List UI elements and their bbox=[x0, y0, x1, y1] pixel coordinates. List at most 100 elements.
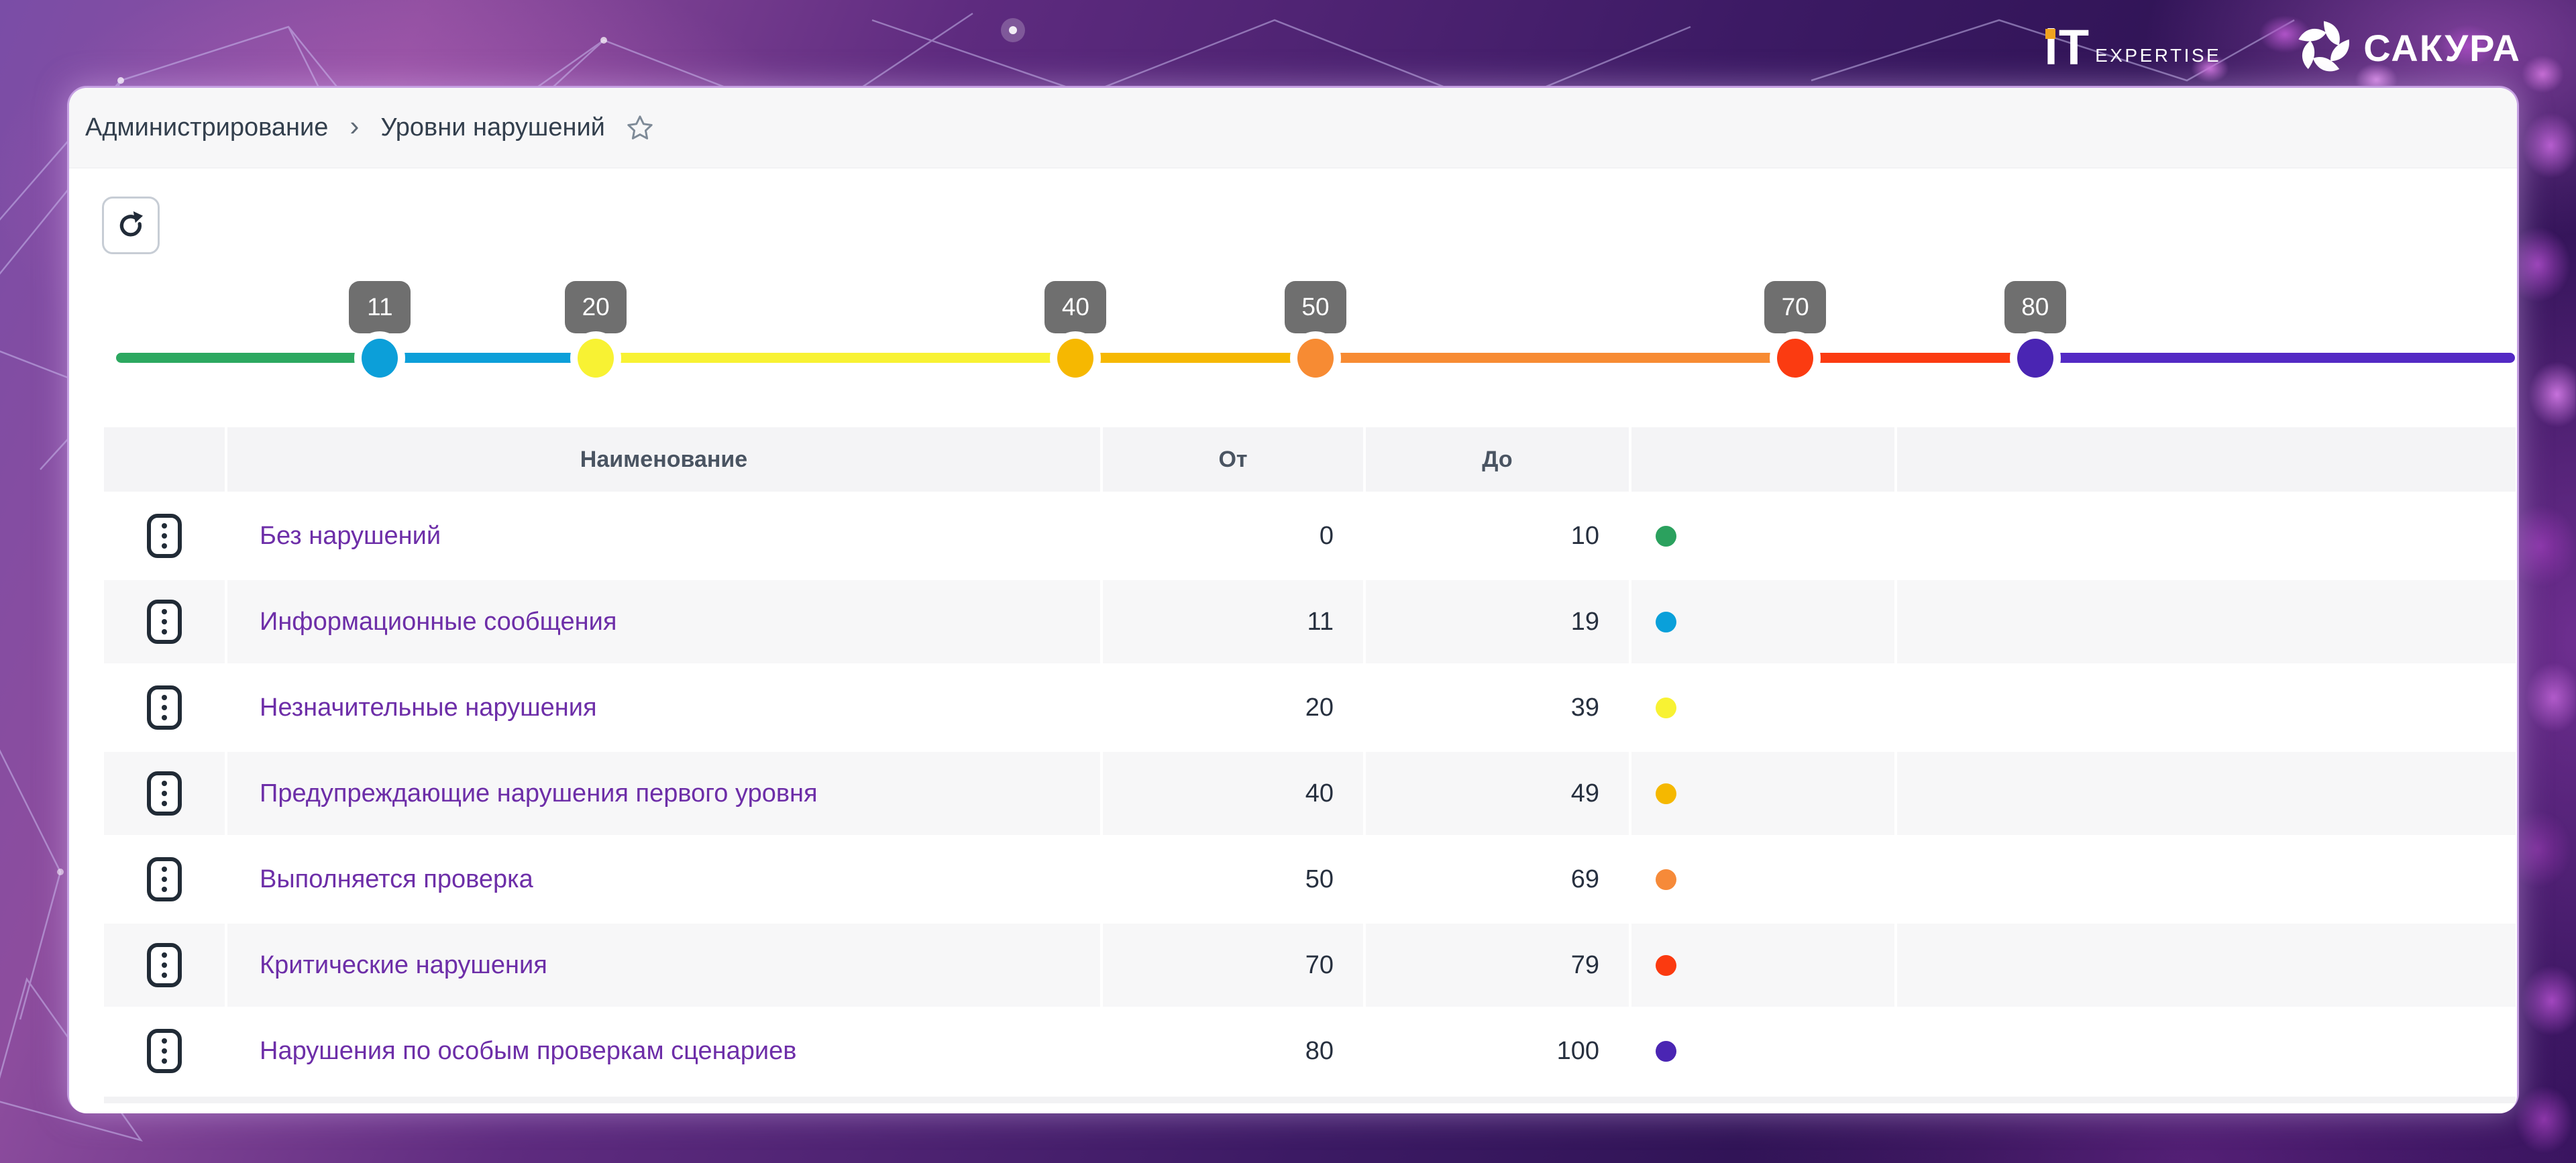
row-to-cell: 39 bbox=[1366, 666, 1629, 749]
brand-area: iT EXPERTISE САКУРА bbox=[2044, 19, 2521, 76]
row-color-cell bbox=[1631, 838, 1894, 921]
column-header-to: До bbox=[1366, 427, 1629, 492]
card-body: 11 20 40 bbox=[69, 168, 2517, 1113]
slider-segment bbox=[1075, 353, 1316, 363]
level-color-dot bbox=[1656, 1040, 1676, 1062]
level-color-dot bbox=[1656, 783, 1676, 804]
content-card: Администрирование › Уровни нарушений bbox=[67, 86, 2519, 1113]
slider-handle[interactable] bbox=[578, 339, 614, 378]
violation-levels-slider: 11 20 40 bbox=[116, 276, 2515, 403]
kebab-menu-button[interactable] bbox=[147, 771, 182, 816]
row-spacer-cell bbox=[1897, 666, 2516, 749]
column-header-from: От bbox=[1103, 427, 1363, 492]
row-spacer-cell bbox=[1897, 924, 2516, 1007]
row-to-cell: 79 bbox=[1366, 924, 1629, 1007]
row-color-cell bbox=[1631, 1009, 1894, 1093]
level-color-dot bbox=[1656, 611, 1676, 632]
slider-value-tooltip: 70 bbox=[1764, 281, 1827, 333]
row-to-cell: 100 bbox=[1366, 1009, 1629, 1093]
row-name-cell: Предупреждающие нарушения первого уровня bbox=[227, 752, 1100, 835]
row-spacer-cell bbox=[1897, 1009, 2516, 1093]
row-spacer-cell bbox=[1897, 838, 2516, 921]
row-from-cell: 40 bbox=[1103, 752, 1363, 835]
row-name-cell: Без нарушений bbox=[227, 494, 1100, 577]
row-name-cell: Незначительные нарушения bbox=[227, 666, 1100, 749]
column-header-spacer bbox=[1897, 427, 2516, 492]
slider-handle[interactable] bbox=[1057, 339, 1094, 378]
row-actions-cell bbox=[104, 1009, 225, 1093]
violation-level-link[interactable]: Выполняется проверка bbox=[260, 865, 533, 893]
slider-track[interactable] bbox=[116, 353, 2515, 363]
row-from-cell: 20 bbox=[1103, 666, 1363, 749]
row-spacer-cell bbox=[1897, 752, 2516, 835]
row-name-cell: Выполняется проверка bbox=[227, 838, 1100, 921]
kebab-menu-button[interactable] bbox=[147, 685, 182, 730]
row-color-cell bbox=[1631, 494, 1894, 577]
row-to-cell: 69 bbox=[1366, 838, 1629, 921]
kebab-menu-button[interactable] bbox=[147, 514, 182, 558]
violation-level-link[interactable]: Критические нарушения bbox=[260, 950, 547, 979]
row-color-cell bbox=[1631, 666, 1894, 749]
column-header-color bbox=[1631, 427, 1894, 492]
row-color-cell bbox=[1631, 924, 1894, 1007]
table-bottom-strip bbox=[104, 1097, 2516, 1103]
level-color-dot bbox=[1656, 869, 1676, 890]
slider-handle[interactable] bbox=[2017, 339, 2053, 378]
kebab-menu-button[interactable] bbox=[147, 857, 182, 901]
slider-segment bbox=[1795, 353, 2035, 363]
it-logo-subtext: EXPERTISE bbox=[2095, 45, 2222, 66]
slider-value-tooltip: 20 bbox=[565, 281, 627, 333]
slider-segment bbox=[596, 353, 1076, 363]
refresh-icon bbox=[119, 211, 143, 237]
violation-level-link[interactable]: Нарушения по особым проверкам сценариев bbox=[260, 1036, 797, 1065]
breadcrumb: Администрирование › Уровни нарушений bbox=[69, 88, 2517, 168]
slider-segment bbox=[1316, 353, 1796, 363]
column-header-actions bbox=[104, 427, 225, 492]
level-color-dot bbox=[1656, 525, 1676, 547]
violation-levels-table: Наименование От До Без нарушений 0 bbox=[104, 427, 2516, 1093]
row-to-cell: 19 bbox=[1366, 580, 1629, 663]
row-color-cell bbox=[1631, 580, 1894, 663]
level-color-dot bbox=[1656, 697, 1676, 718]
row-actions-cell bbox=[104, 752, 225, 835]
row-color-cell bbox=[1631, 752, 1894, 835]
kebab-menu-button[interactable] bbox=[147, 943, 182, 987]
row-spacer-cell bbox=[1897, 494, 2516, 577]
slider-handle[interactable] bbox=[1777, 339, 1814, 378]
kebab-menu-button[interactable] bbox=[147, 600, 182, 644]
chevron-right-icon: › bbox=[350, 109, 360, 142]
violation-level-link[interactable]: Информационные сообщения bbox=[260, 607, 617, 636]
slider-segment bbox=[2035, 353, 2515, 363]
sakura-pinwheel-icon bbox=[2298, 21, 2350, 72]
violation-level-link[interactable]: Незначительные нарушения bbox=[260, 693, 597, 722]
slider-handle[interactable] bbox=[362, 339, 398, 378]
favorite-star-icon[interactable] bbox=[625, 113, 655, 143]
slider-value-tooltip: 80 bbox=[2004, 281, 2066, 333]
slider-handle[interactable] bbox=[1297, 339, 1334, 378]
column-header-name: Наименование bbox=[227, 427, 1100, 492]
row-to-cell: 10 bbox=[1366, 494, 1629, 577]
sakura-logo-text: САКУРА bbox=[2363, 26, 2521, 69]
row-from-cell: 70 bbox=[1103, 924, 1363, 1007]
row-from-cell: 50 bbox=[1103, 838, 1363, 921]
slider-segment bbox=[380, 353, 596, 363]
violation-level-link[interactable]: Предупреждающие нарушения первого уровня bbox=[260, 779, 818, 808]
sakura-logo: САКУРА bbox=[2295, 19, 2521, 76]
kebab-menu-button[interactable] bbox=[147, 1029, 182, 1073]
row-spacer-cell bbox=[1897, 580, 2516, 663]
row-from-cell: 0 bbox=[1103, 494, 1363, 577]
row-actions-cell bbox=[104, 838, 225, 921]
row-to-cell: 49 bbox=[1366, 752, 1629, 835]
it-expertise-logo: iT EXPERTISE bbox=[2044, 22, 2222, 72]
breadcrumb-item-administration[interactable]: Администрирование bbox=[85, 113, 329, 142]
row-from-cell: 11 bbox=[1103, 580, 1363, 663]
row-name-cell: Критические нарушения bbox=[227, 924, 1100, 1007]
level-color-dot bbox=[1656, 954, 1676, 976]
slider-value-tooltip: 50 bbox=[1285, 281, 1346, 333]
violation-level-link[interactable]: Без нарушений bbox=[260, 521, 441, 550]
slider-segment bbox=[116, 353, 380, 363]
row-actions-cell bbox=[104, 580, 225, 663]
refresh-button[interactable] bbox=[102, 197, 160, 254]
row-actions-cell bbox=[104, 666, 225, 749]
